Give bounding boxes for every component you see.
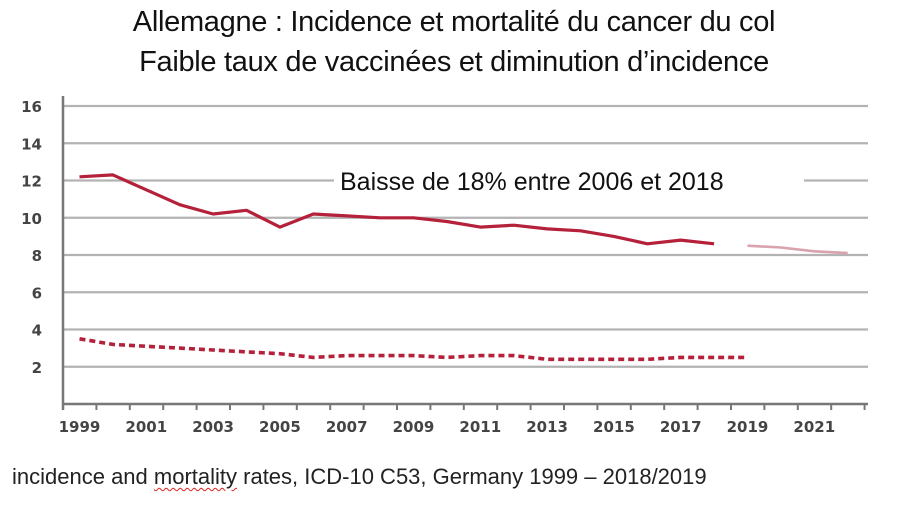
grid-lines [63,104,868,368]
y-tick-label: 14 [21,135,42,153]
y-tick-label: 6 [32,284,42,302]
x-tick-label: 2015 [593,418,635,436]
axes [61,96,868,410]
line-chart: 2 4 6 8 10 12 14 16 1999 2001 2003 2005 2007 2009 201… [21,96,868,436]
series-incidence [79,173,715,246]
caption-flagged-word: mortality [153,464,238,489]
series-mortality [79,337,748,362]
y-tick-label: 12 [21,173,42,191]
x-tick-label: 1999 [59,418,101,436]
x-tick-label: 2013 [526,418,568,436]
y-tick-label: 2 [32,359,42,377]
series-lines [79,173,848,362]
y-tick-label: 16 [21,98,42,116]
y-tick-label: 8 [32,247,42,265]
annotation-background [334,163,804,197]
y-tick-labels: 2 4 6 8 10 12 14 16 [21,98,42,377]
x-tick-label: 2019 [727,418,769,436]
x-tick-label: 2003 [192,418,234,436]
caption-before: incidence and [12,464,154,489]
y-tick-label: 4 [32,322,42,340]
x-tick-label: 2011 [459,418,501,436]
x-tick-label: 2007 [326,418,368,436]
x-tick-label: 2005 [259,418,301,436]
y-tick-label: 10 [21,210,42,228]
annotation-group: Baisse de 18% entre 2006 et 2018 [334,163,804,197]
x-tick-labels: 1999 2001 2003 2005 2007 2009 2011 2013 2015 2017… [59,418,836,436]
series-incidence-projection [747,244,848,255]
chart-subtitle: Faible taux de vaccinées et diminution d… [139,46,769,78]
chart-title: Allemagne : Incidence et mortalité du ca… [132,6,776,38]
annotation-text: Baisse de 18% entre 2006 et 2018 [340,168,724,196]
x-tick-label: 2009 [393,418,435,436]
x-tick-label: 2017 [660,418,702,436]
caption-after: rates, ICD-10 C53, Germany 1999 – 2018/2… [237,464,707,489]
x-tick-label: 2021 [793,418,835,436]
chart-caption: incidence and mortality rates, ICD-10 C5… [12,464,707,490]
x-tick-label: 2001 [125,418,167,436]
